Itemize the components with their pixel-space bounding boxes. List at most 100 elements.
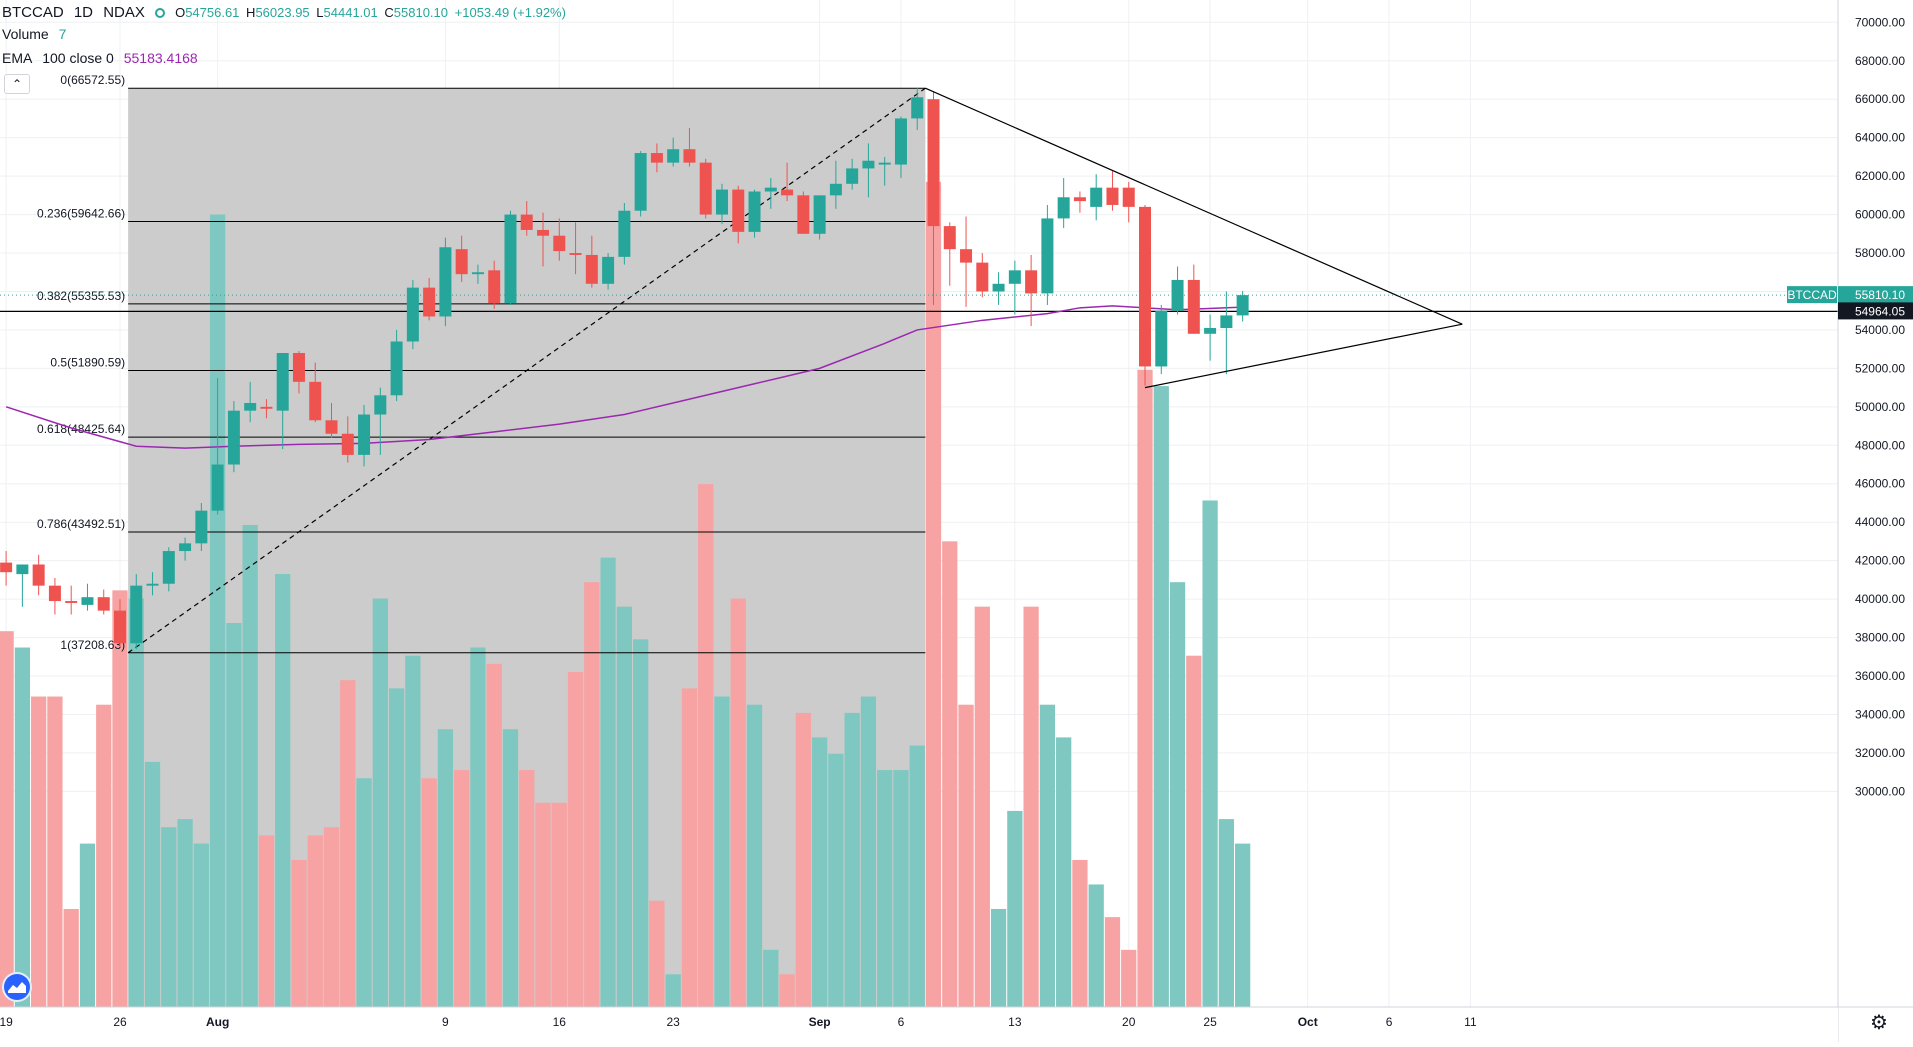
price-tick-label: 70000.00 <box>1855 15 1905 29</box>
candle-body <box>97 597 110 611</box>
volume-bar-down <box>584 582 600 1007</box>
ema-value: 55183.4168 <box>123 50 198 66</box>
volume-bar-down <box>1186 655 1202 1007</box>
candle-up <box>81 583 94 611</box>
candle-body <box>16 564 29 575</box>
candle-up <box>390 329 403 402</box>
candle-body <box>1204 328 1217 334</box>
volume-bar-down <box>567 672 584 1007</box>
candle-body <box>585 254 598 284</box>
time-tick-label: 23 <box>667 1015 681 1029</box>
last-price-tag <box>1838 286 1913 304</box>
candle-body <box>374 395 387 415</box>
time-axis: 19 26 Aug 9 16 23 Sep 6 13 20 25 Oct 6 11 <box>0 1006 1913 1042</box>
price-tick-label: 42000.00 <box>1855 554 1905 568</box>
candle-body <box>602 256 615 284</box>
price-tick-label: 34000.00 <box>1855 707 1905 721</box>
volume-bar-down <box>698 484 714 1007</box>
candle-up <box>1057 178 1070 229</box>
gear-icon[interactable]: ⚙ <box>1870 1012 1888 1034</box>
candle-down <box>260 399 273 419</box>
candle-body <box>244 402 257 411</box>
candle-up <box>227 401 240 473</box>
market-status-icon <box>154 8 165 19</box>
candle-body <box>1073 197 1086 202</box>
volume-bar-up <box>1056 737 1072 1007</box>
candle-body <box>667 149 680 163</box>
candle-body <box>878 162 891 165</box>
volume-bar-down <box>323 827 340 1007</box>
price-tick-label: 66000.00 <box>1855 92 1905 106</box>
candle-body <box>748 191 761 232</box>
candle-body <box>260 406 273 409</box>
candle-up <box>667 137 680 167</box>
price-tick-label: 52000.00 <box>1855 361 1905 375</box>
candle-body <box>927 99 940 227</box>
fib-levels: 0(66572.55) 0.236(59642.66) 0.382(55355.53… <box>37 73 926 654</box>
candle-down <box>927 91 940 305</box>
fib-trend-line <box>127 87 926 654</box>
candle-up <box>911 87 924 130</box>
volume-bar-up <box>356 778 372 1007</box>
candle-body <box>846 168 859 184</box>
volume-bar-up <box>990 908 1007 1007</box>
time-tick-label: 16 <box>553 1015 567 1029</box>
volume-bar-down <box>958 704 974 1007</box>
volume-legend[interactable]: Volume 7 <box>2 26 72 42</box>
candle-down <box>341 416 354 463</box>
last-price-value: 55810.10 <box>1855 288 1905 302</box>
volume-bar-down <box>96 704 112 1007</box>
volume-bar-up <box>763 949 779 1007</box>
ema-legend[interactable]: EMA 100 close 0 55183.4168 <box>2 50 204 66</box>
candle-down <box>650 143 663 173</box>
close-value: 55810.10 <box>393 5 449 20</box>
volume-bar-up <box>1202 500 1218 1007</box>
candle-body <box>341 433 354 455</box>
candle-down <box>65 585 78 615</box>
symbol-ticker[interactable]: BTCCAD <box>2 4 64 21</box>
time-tick-label: 19 <box>0 1015 13 1029</box>
symbol-interval[interactable]: 1D <box>73 4 94 21</box>
candle-up <box>195 502 208 552</box>
candle-body <box>1155 310 1168 367</box>
candle-body <box>276 353 289 411</box>
candle-up <box>813 195 826 240</box>
candle-body <box>1236 295 1249 316</box>
candle-down <box>488 260 501 309</box>
candle-down <box>1073 191 1086 213</box>
candle-body <box>1025 270 1038 294</box>
last-price-symbol-tag <box>1787 286 1837 304</box>
volume-bar-up <box>242 524 258 1007</box>
price-tick-label: 60000.00 <box>1855 208 1905 222</box>
candle-up <box>602 253 615 290</box>
candle-body <box>764 187 777 192</box>
candle-up <box>894 116 907 179</box>
price-tick-label: 46000.00 <box>1855 477 1905 491</box>
volume-value: 7 <box>58 26 67 42</box>
collapse-legend-button[interactable]: ⌃ <box>4 74 30 94</box>
candle-down <box>732 185 745 244</box>
volume-bar-down <box>454 770 470 1007</box>
price-tick-label: 36000.00 <box>1855 669 1905 683</box>
volume-bar-down <box>31 696 47 1007</box>
volume-bar-down <box>942 541 958 1007</box>
candle-body <box>1220 315 1233 329</box>
candle-body <box>976 262 989 292</box>
candle-up <box>146 572 159 596</box>
time-tick-label: 25 <box>1203 1015 1217 1029</box>
candle-body <box>862 160 875 169</box>
volume-bar-up <box>1088 884 1104 1007</box>
tradingview-logo[interactable] <box>2 972 32 1002</box>
volume-bar-up <box>860 696 877 1007</box>
symbol-legend[interactable]: BTCCAD 1D NDAX O54756.61 H56023.95 L5444… <box>2 4 578 21</box>
candle-body <box>325 420 338 434</box>
candle-body <box>715 189 728 215</box>
candle-down <box>960 216 973 307</box>
low-value: 54441.01 <box>323 5 378 20</box>
volume-bar-down <box>730 598 746 1007</box>
candle-down <box>325 402 338 438</box>
volume-bar-up <box>1218 819 1234 1007</box>
candle-up <box>162 547 175 592</box>
